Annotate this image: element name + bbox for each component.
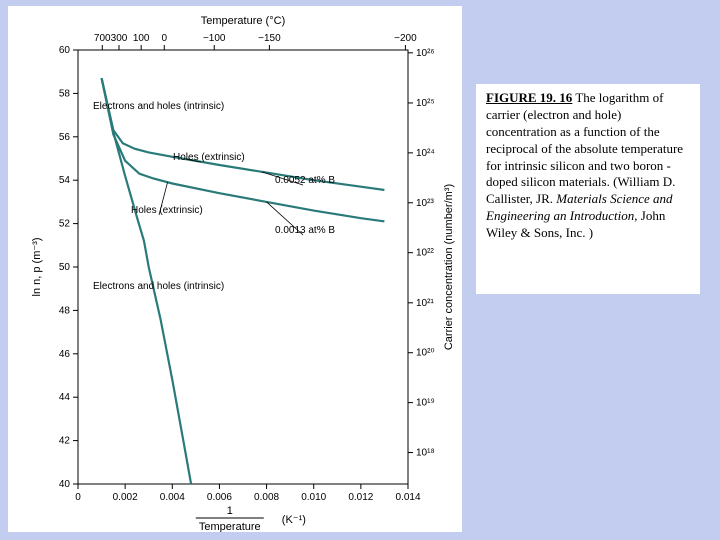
- svg-text:48: 48: [59, 305, 71, 316]
- svg-text:0.010: 0.010: [301, 492, 326, 503]
- svg-text:700: 700: [94, 33, 111, 44]
- svg-text:52: 52: [59, 219, 71, 230]
- svg-text:10²²: 10²²: [416, 248, 434, 259]
- svg-text:56: 56: [59, 132, 71, 143]
- annot-intrinsic_upper: Electrons and holes (intrinsic): [93, 101, 224, 112]
- caption-body: The logarithm of carrier (electron and h…: [486, 90, 683, 206]
- annot-holes_lower: Holes (extrinsic): [131, 205, 203, 216]
- chart-panel: 0 0.002 0.004 0.006 0.008 0.010 0.012 0.014 1 Tem…: [8, 6, 462, 532]
- svg-text:10²⁵: 10²⁵: [416, 98, 435, 109]
- series-holes-0.0013atB: [102, 78, 385, 221]
- svg-text:−100: −100: [203, 33, 226, 44]
- annot-intrinsic_lower: Electrons and holes (intrinsic): [93, 281, 224, 292]
- svg-text:Temperature: Temperature: [199, 521, 261, 532]
- svg-text:0.014: 0.014: [395, 492, 420, 503]
- svg-text:54: 54: [59, 175, 71, 186]
- svg-text:10²⁰: 10²⁰: [416, 348, 434, 359]
- svg-text:44: 44: [59, 392, 71, 403]
- annot-holes_upper: Holes (extrinsic): [173, 152, 245, 163]
- svg-text:−200: −200: [394, 33, 417, 44]
- svg-text:42: 42: [59, 436, 71, 447]
- svg-text:0.012: 0.012: [348, 492, 373, 503]
- figure-label: FIGURE 19. 16: [486, 90, 572, 105]
- svg-text:10²³: 10²³: [416, 198, 434, 209]
- svg-text:Temperature (°C): Temperature (°C): [201, 15, 285, 27]
- svg-text:ln n, p (m⁻³): ln n, p (m⁻³): [31, 238, 43, 297]
- svg-text:1: 1: [227, 505, 233, 517]
- svg-text:Carrier concentration (number/: Carrier concentration (number/m³): [443, 184, 455, 350]
- svg-text:0.008: 0.008: [254, 492, 279, 503]
- svg-text:50: 50: [59, 262, 71, 273]
- carrier-concentration-chart: 0 0.002 0.004 0.006 0.008 0.010 0.012 0.014 1 Tem…: [8, 6, 462, 532]
- svg-text:60: 60: [59, 45, 71, 56]
- svg-text:10²⁶: 10²⁶: [416, 48, 435, 59]
- svg-text:300: 300: [111, 33, 128, 44]
- svg-text:−150: −150: [258, 33, 281, 44]
- svg-text:0: 0: [75, 492, 81, 503]
- svg-text:0.002: 0.002: [113, 492, 138, 503]
- svg-text:10¹⁹: 10¹⁹: [416, 398, 435, 409]
- series-holes-0.0052atB: [102, 78, 385, 190]
- svg-text:10¹⁸: 10¹⁸: [416, 448, 435, 459]
- svg-text:46: 46: [59, 349, 71, 360]
- figure-caption: FIGURE 19. 16 The logarithm of carrier (…: [476, 84, 700, 294]
- svg-text:58: 58: [59, 88, 71, 99]
- svg-text:0.004: 0.004: [160, 492, 185, 503]
- svg-text:10²¹: 10²¹: [416, 298, 434, 309]
- annot-label_0052: 0.0052 at% B: [275, 175, 335, 186]
- svg-text:0: 0: [161, 33, 167, 44]
- svg-text:40: 40: [59, 479, 71, 490]
- svg-text:(K⁻¹): (K⁻¹): [282, 514, 306, 526]
- svg-text:0.006: 0.006: [207, 492, 232, 503]
- svg-text:10²⁴: 10²⁴: [416, 148, 435, 159]
- annot-label_0013: 0.0013 at% B: [275, 225, 335, 236]
- svg-text:100: 100: [133, 33, 150, 44]
